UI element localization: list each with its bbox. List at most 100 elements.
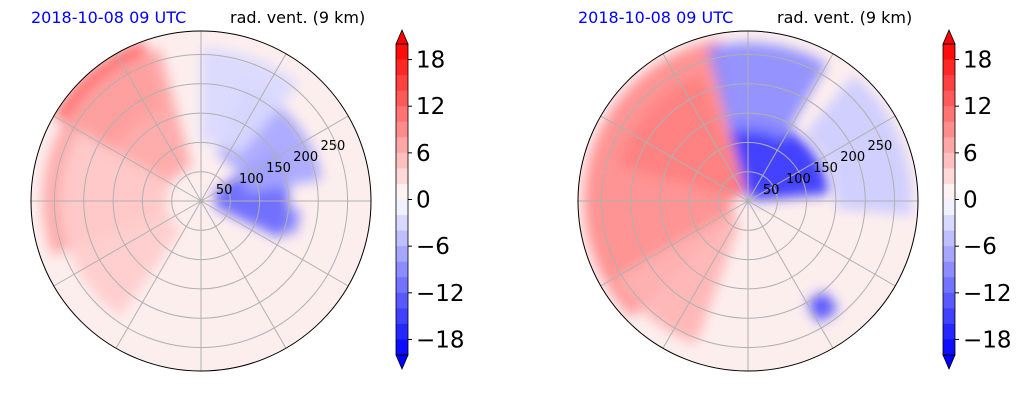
colorbar-tick-label: −18 bbox=[416, 327, 465, 353]
contour-region-6 bbox=[804, 75, 913, 216]
colorbar-level bbox=[943, 168, 955, 185]
azimuth-gridline-60 bbox=[200, 115, 349, 202]
azimuth-gridline-60 bbox=[747, 115, 896, 202]
colorbar-tick-label: 18 bbox=[416, 48, 445, 74]
colorbar-level bbox=[396, 168, 408, 185]
azimuth-gridline-210 bbox=[115, 200, 202, 349]
colorbar-level bbox=[943, 261, 955, 278]
colorbar-level bbox=[943, 59, 955, 76]
colorbar-tick-label: 0 bbox=[963, 188, 978, 214]
azimuth-gridline-240 bbox=[600, 200, 749, 287]
colorbar-tick-label: 6 bbox=[963, 141, 978, 167]
colorbar-level bbox=[396, 152, 408, 169]
colorbar: 18 12 6 0 −6 −12 −18 bbox=[942, 28, 1012, 371]
colorbar: 18 12 6 0 −6 −12 −18 bbox=[395, 28, 465, 371]
colorbar-level bbox=[943, 183, 955, 200]
azimuth-gridline-120 bbox=[200, 200, 349, 287]
colorbar-level bbox=[943, 215, 955, 232]
colorbar-level bbox=[943, 121, 955, 138]
colorbar-tick-label: 0 bbox=[416, 188, 431, 214]
colorbar-tick-label: −12 bbox=[416, 281, 465, 307]
contour-region-2 bbox=[583, 39, 745, 318]
colorbar-level bbox=[943, 246, 955, 263]
colorbar-extend-max bbox=[395, 28, 409, 45]
colorbar-level bbox=[943, 323, 955, 340]
contour-field bbox=[583, 39, 913, 345]
radial-tick-label: 200 bbox=[840, 150, 865, 165]
colorbar-tick-label: 12 bbox=[416, 94, 445, 120]
panel-2-time-title: 2018-10-08 09 UTC bbox=[578, 8, 734, 27]
colorbar-extend-min bbox=[395, 354, 409, 371]
panel-1-time-title: 2018-10-08 09 UTC bbox=[31, 8, 187, 27]
colorbar-level bbox=[396, 292, 408, 309]
contour-region-6 bbox=[201, 48, 299, 157]
panel-1-field-title: rad. vent. (9 km) bbox=[230, 8, 366, 27]
azimuth-gridline-150 bbox=[747, 200, 834, 349]
azimuth-gridline-330 bbox=[662, 53, 749, 202]
colorbar-tick-label: −6 bbox=[963, 234, 997, 260]
colorbar-level bbox=[943, 44, 955, 61]
colorbar-extend-min bbox=[942, 354, 956, 371]
colorbar-level bbox=[943, 308, 955, 325]
contour-region-3 bbox=[60, 130, 181, 317]
colorbar-tick-label: 6 bbox=[416, 141, 431, 167]
azimuth-gridline-300 bbox=[600, 115, 749, 202]
colorbar-level bbox=[943, 230, 955, 247]
radial-tick-label: 50 bbox=[216, 183, 233, 198]
azimuth-gridline-240 bbox=[53, 200, 202, 287]
colorbar-level bbox=[396, 183, 408, 200]
colorbar-level bbox=[943, 106, 955, 123]
contour-region-4 bbox=[726, 118, 830, 201]
colorbar-level bbox=[396, 121, 408, 138]
polar-frame bbox=[30, 30, 372, 372]
azimuth-gridline-30 bbox=[200, 53, 287, 202]
colorbar-level bbox=[943, 339, 955, 356]
colorbar-level bbox=[943, 292, 955, 309]
colorbar-level bbox=[396, 308, 408, 325]
colorbar-level bbox=[396, 323, 408, 340]
contour-field-blurred bbox=[583, 39, 913, 345]
contour-region-3 bbox=[616, 212, 740, 345]
colorbar-tick-label: −6 bbox=[416, 234, 450, 260]
colorbar-level bbox=[943, 75, 955, 92]
radial-tick-label: 150 bbox=[266, 161, 291, 176]
radial-tick-label: 150 bbox=[813, 161, 838, 176]
colorbar-tick-label: −18 bbox=[963, 327, 1012, 353]
radial-tick-label: 50 bbox=[763, 183, 780, 198]
azimuth-gridline-210 bbox=[662, 200, 749, 349]
azimuth-gridline-120 bbox=[747, 200, 896, 287]
azimuth-gridline-30 bbox=[747, 53, 834, 202]
colorbar-level bbox=[396, 261, 408, 278]
colorbar-level bbox=[396, 90, 408, 107]
colorbar-extend-max bbox=[942, 28, 956, 45]
colorbar-level bbox=[943, 90, 955, 107]
radial-tick-label: 100 bbox=[786, 172, 811, 187]
colorbar-tick-label: 18 bbox=[963, 48, 992, 74]
contour-region-7 bbox=[806, 290, 839, 323]
polar-frame bbox=[577, 30, 919, 372]
colorbar-level bbox=[396, 44, 408, 61]
radial-tick-label: 250 bbox=[320, 139, 345, 154]
radial-tick-label: 100 bbox=[239, 172, 264, 187]
colorbar-level bbox=[943, 277, 955, 294]
colorbar-level bbox=[396, 215, 408, 232]
colorbar-level bbox=[396, 59, 408, 76]
azimuth-gridline-300 bbox=[53, 115, 202, 202]
azimuth-gridline-330 bbox=[115, 53, 202, 202]
panel-2-field-title: rad. vent. (9 km) bbox=[777, 8, 913, 27]
colorbar-level bbox=[396, 106, 408, 123]
radial-tick-label: 200 bbox=[293, 150, 318, 165]
colorbar-level bbox=[396, 246, 408, 263]
colorbar-level bbox=[396, 75, 408, 92]
colorbar-level bbox=[396, 137, 408, 154]
colorbar-level bbox=[396, 230, 408, 247]
colorbar-level bbox=[943, 152, 955, 169]
colorbar-tick-label: −12 bbox=[963, 281, 1012, 307]
colorbar-level bbox=[943, 137, 955, 154]
azimuth-gridline-150 bbox=[200, 200, 287, 349]
colorbar-level bbox=[396, 339, 408, 356]
colorbar-level bbox=[943, 199, 955, 216]
colorbar-level bbox=[396, 199, 408, 216]
